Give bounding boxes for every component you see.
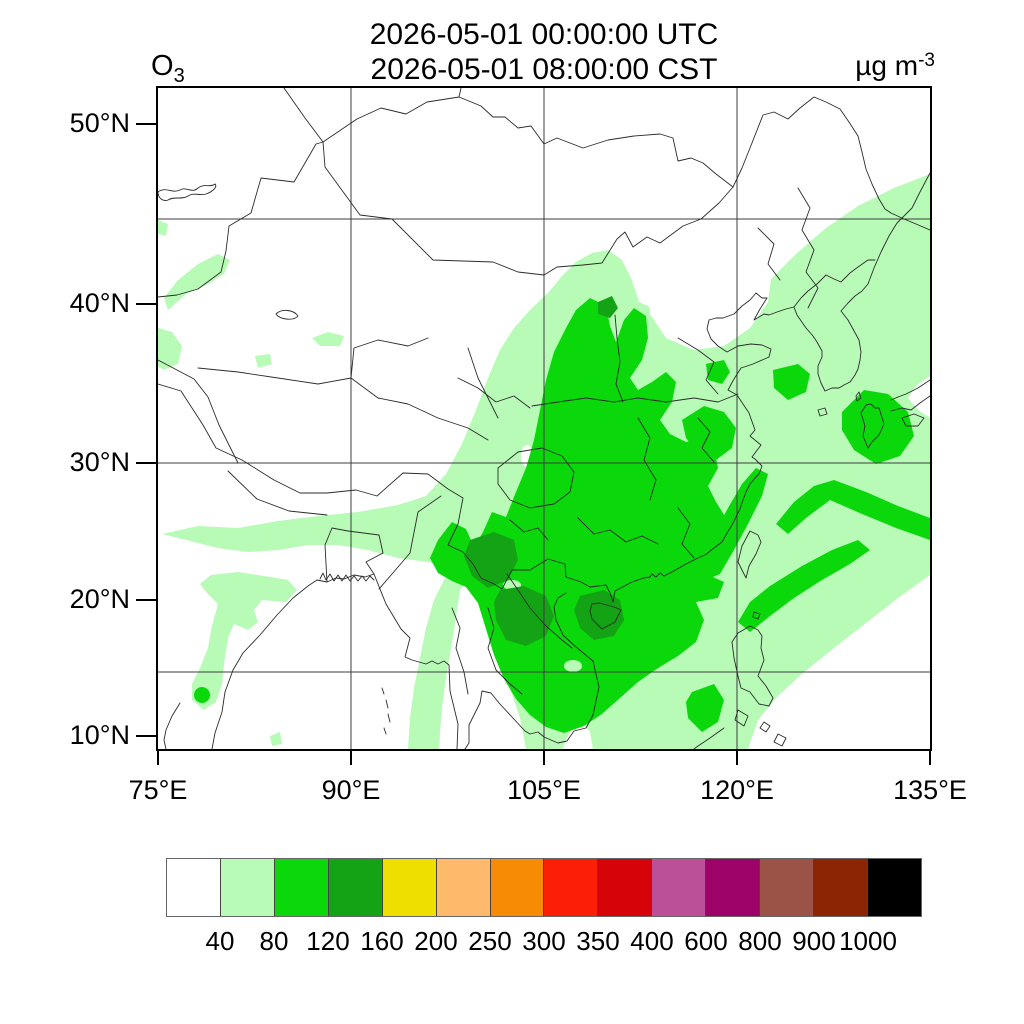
units-base: µg m xyxy=(855,50,919,81)
colorbar-cell xyxy=(867,859,921,916)
lat-tick-label: 40°N xyxy=(69,288,130,318)
colorbar-cell xyxy=(220,859,275,916)
colorbar xyxy=(166,858,922,917)
colorbar-tick-label: 800 xyxy=(738,926,782,956)
colorbar-tick-label: 1000 xyxy=(839,926,897,956)
lon-tick-label: 120°E xyxy=(700,775,774,805)
colorbar-tick-label: 160 xyxy=(360,926,404,956)
species-subscript: 3 xyxy=(173,64,185,87)
colorbar-cell xyxy=(490,859,545,916)
species-symbol: O xyxy=(151,50,174,82)
colorbar-cell xyxy=(706,859,761,916)
lat-tick-label: 10°N xyxy=(69,720,130,750)
contour-level-120-160 xyxy=(464,296,624,646)
coastlines-borders xyxy=(158,88,930,749)
colorbar-tick-label: 40 xyxy=(205,926,235,956)
colorbar-tick-label: 900 xyxy=(792,926,836,956)
units-exponent: -3 xyxy=(918,50,935,71)
lat-tick-label: 30°N xyxy=(69,447,130,477)
title-line-utc: 2026-05-01 00:00:00 UTC xyxy=(369,18,719,51)
lat-tick-label: 50°N xyxy=(69,108,130,138)
colorbar-cell xyxy=(598,859,653,916)
lon-tick xyxy=(736,749,738,765)
colorbar-tick-label: 350 xyxy=(576,926,620,956)
colorbar-cell xyxy=(274,859,329,916)
lon-tick xyxy=(543,749,545,765)
units-label: µg m-3 xyxy=(800,50,935,82)
lat-tick xyxy=(136,303,158,305)
colorbar-cell xyxy=(167,859,221,916)
lon-tick xyxy=(350,749,352,765)
lon-tick-label: 75°E xyxy=(128,775,188,805)
colorbar-cell xyxy=(814,859,868,916)
colorbar-tick-label: 600 xyxy=(684,926,728,956)
lon-tick xyxy=(929,749,931,765)
colorbar-tick-label: 120 xyxy=(306,926,350,956)
lon-tick-label: 90°E xyxy=(321,775,381,805)
colorbar-cell xyxy=(382,859,437,916)
colorbar-tick-label: 250 xyxy=(468,926,512,956)
lon-tick-label: 135°E xyxy=(893,775,967,805)
lat-tick xyxy=(136,123,158,125)
colorbar-cell xyxy=(436,859,491,916)
lat-tick xyxy=(136,735,158,737)
lat-tick-label: 20°N xyxy=(69,584,130,614)
colorbar-cell xyxy=(328,859,383,916)
colorbar-cell xyxy=(760,859,815,916)
lon-tick-label: 105°E xyxy=(507,775,581,805)
title-line-cst: 2026-05-01 08:00:00 CST xyxy=(370,53,718,86)
species-label: O3 xyxy=(151,50,185,88)
lon-tick xyxy=(157,749,159,765)
colorbar-tick-label: 200 xyxy=(414,926,458,956)
lat-tick xyxy=(136,599,158,601)
colorbar-cell xyxy=(544,859,599,916)
colorbar-tick-label: 300 xyxy=(522,926,566,956)
contour-map xyxy=(158,88,930,749)
colorbar-tick-label: 400 xyxy=(630,926,674,956)
colorbar-tick-label: 80 xyxy=(259,926,289,956)
map-frame xyxy=(156,86,932,751)
graticule xyxy=(158,88,930,749)
lat-tick xyxy=(136,462,158,464)
colorbar-cell xyxy=(652,859,707,916)
